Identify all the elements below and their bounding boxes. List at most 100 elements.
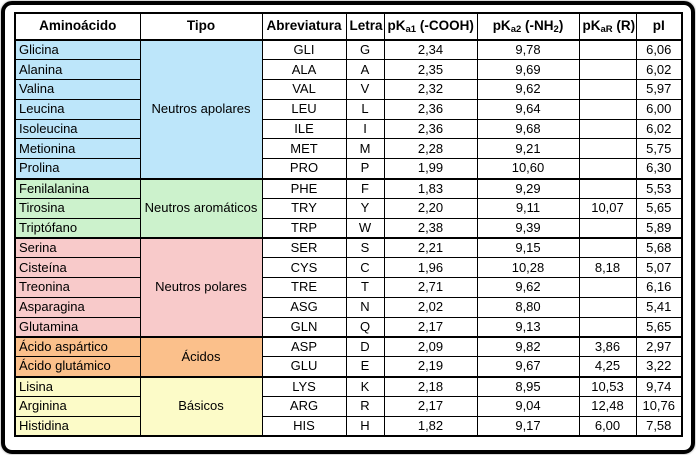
table-row: Cisteína CYS C 1,96 10,28 8,18 5,07 [14, 257, 683, 279]
cell-tipo: Neutros polares [139, 236, 263, 338]
cell-abreviatura: ARG [261, 395, 347, 417]
table-row: Asparagina ASG N 2,02 8,80 5,41 [14, 296, 683, 318]
cell-letra: E [345, 356, 385, 378]
cell-abreviatura: TRP [261, 217, 347, 239]
cell-pka1: 2,02 [383, 296, 478, 318]
cell-letra: A [345, 59, 385, 81]
cell-pi: 6,00 [635, 98, 683, 120]
cell-pka2: 9,04 [476, 395, 580, 417]
cell-pkar [578, 277, 637, 298]
cell-pka1: 2,28 [383, 138, 478, 160]
cell-pka1: 2,32 [383, 79, 478, 100]
cell-tipo: Neutros aromáticos [139, 177, 263, 239]
cell-pka1: 2,35 [383, 59, 478, 81]
cell-pi: 5,65 [635, 316, 683, 338]
table-row: Valina VAL V 2,32 9,62 5,97 [14, 79, 683, 100]
cell-pkar: 12,48 [578, 395, 637, 417]
cell-pka2: 9,69 [476, 59, 580, 81]
cell-pka1: 2,36 [383, 98, 478, 120]
column-header-col-pkar: pKaR (R) [578, 12, 637, 41]
cell-pka2: 9,39 [476, 217, 580, 239]
cell-pka2: 10,60 [476, 158, 580, 180]
cell-aminoacido: Serina [14, 236, 141, 259]
cell-aminoacido: Leucina [14, 98, 141, 120]
amino-acid-table-container: Aminoácido Tipo Abreviatura Letra pKa1 (-COO… [14, 12, 683, 437]
column-header-col-letra: Letra [345, 12, 385, 41]
cell-letra: D [345, 335, 385, 358]
cell-abreviatura: MET [261, 138, 347, 160]
table-row: Isoleucina ILE I 2,36 9,68 6,02 [14, 118, 683, 140]
cell-pi: 10,76 [635, 395, 683, 417]
cell-abreviatura: LYS [261, 375, 347, 397]
cell-tipo: Ácidos [139, 335, 263, 378]
cell-pkar: 10,07 [578, 197, 637, 219]
table-row: Glicina Neutros apolares GLI G 2,34 9,78 6,06 [14, 39, 683, 180]
cell-pka2: 9,17 [476, 415, 580, 437]
column-header-col-abreviatura: Abreviatura [261, 12, 347, 41]
cell-pka2: 9,67 [476, 356, 580, 378]
cell-abreviatura: VAL [261, 79, 347, 100]
cell-pkar: 10,53 [578, 375, 637, 397]
cell-abreviatura: GLI [261, 39, 347, 61]
cell-pi: 5,41 [635, 296, 683, 318]
cell-pka2: 9,68 [476, 118, 580, 140]
cell-aminoacido: Glutamina [14, 316, 141, 338]
cell-pka1: 2,34 [383, 39, 478, 61]
cell-pka1: 2,20 [383, 197, 478, 219]
cell-abreviatura: SER [261, 236, 347, 259]
table-row: Tirosina TRY Y 2,20 9,11 10,07 5,65 [14, 197, 683, 219]
cell-pka2: 10,28 [476, 257, 580, 279]
cell-pi: 2,97 [635, 335, 683, 358]
cell-pka2: 9,15 [476, 236, 580, 259]
cell-abreviatura: GLN [261, 316, 347, 338]
cell-pka1: 2,19 [383, 356, 478, 378]
cell-pka1: 2,21 [383, 236, 478, 259]
column-header-col-aminoacido: Aminoácido [14, 12, 141, 41]
cell-abreviatura: TRY [261, 197, 347, 219]
table-row: Leucina LEU L 2,36 9,64 6,00 [14, 98, 683, 120]
cell-pkar [578, 296, 637, 318]
column-header-col-pka2: pKa2 (-NH2) [476, 12, 580, 41]
cell-pkar: 8,18 [578, 257, 637, 279]
cell-tipo: Básicos [139, 375, 263, 437]
cell-pka2: 9,78 [476, 39, 580, 61]
table-row: Serina Neutros polares SER S 2,21 9,15 5,68 [14, 236, 683, 338]
cell-pkar [578, 316, 637, 338]
cell-pka1: 2,09 [383, 335, 478, 358]
cell-aminoacido: Isoleucina [14, 118, 141, 140]
table-row: Prolina PRO P 1,99 10,60 6,30 [14, 158, 683, 180]
cell-aminoacido: Lisina [14, 375, 141, 397]
cell-pka1: 1,82 [383, 415, 478, 437]
cell-pka1: 2,17 [383, 395, 478, 417]
cell-pka2: 9,13 [476, 316, 580, 338]
cell-pka2: 8,80 [476, 296, 580, 318]
cell-pkar [578, 236, 637, 259]
cell-aminoacido: Tirosina [14, 197, 141, 219]
cell-pkar [578, 158, 637, 180]
table-row: Ácido aspártico Ácidos ASP D 2,09 9,82 3,86 2,9… [14, 335, 683, 378]
cell-pka2: 9,21 [476, 138, 580, 160]
cell-aminoacido: Alanina [14, 59, 141, 81]
cell-pi: 5,53 [635, 177, 683, 199]
cell-aminoacido: Fenilalanina [14, 177, 141, 199]
cell-pka2: 9,29 [476, 177, 580, 199]
cell-abreviatura: ALA [261, 59, 347, 81]
cell-abreviatura: HIS [261, 415, 347, 437]
cell-pi: 5,89 [635, 217, 683, 239]
cell-aminoacido: Glicina [14, 39, 141, 61]
cell-pka1: 1,83 [383, 177, 478, 199]
cell-aminoacido: Treonina [14, 277, 141, 298]
cell-pkar [578, 217, 637, 239]
cell-pka2: 9,62 [476, 79, 580, 100]
cell-pka1: 1,99 [383, 158, 478, 180]
cell-pi: 5,75 [635, 138, 683, 160]
cell-letra: I [345, 118, 385, 140]
table-row: Metionina MET M 2,28 9,21 5,75 [14, 138, 683, 160]
cell-pkar: 4,25 [578, 356, 637, 378]
column-header-col-pi: pI [635, 12, 683, 41]
cell-aminoacido: Triptófano [14, 217, 141, 239]
cell-letra: S [345, 236, 385, 259]
column-header-col-pka1: pKa1 (-COOH) [383, 12, 478, 41]
cell-pka2: 9,62 [476, 277, 580, 298]
cell-pkar [578, 59, 637, 81]
